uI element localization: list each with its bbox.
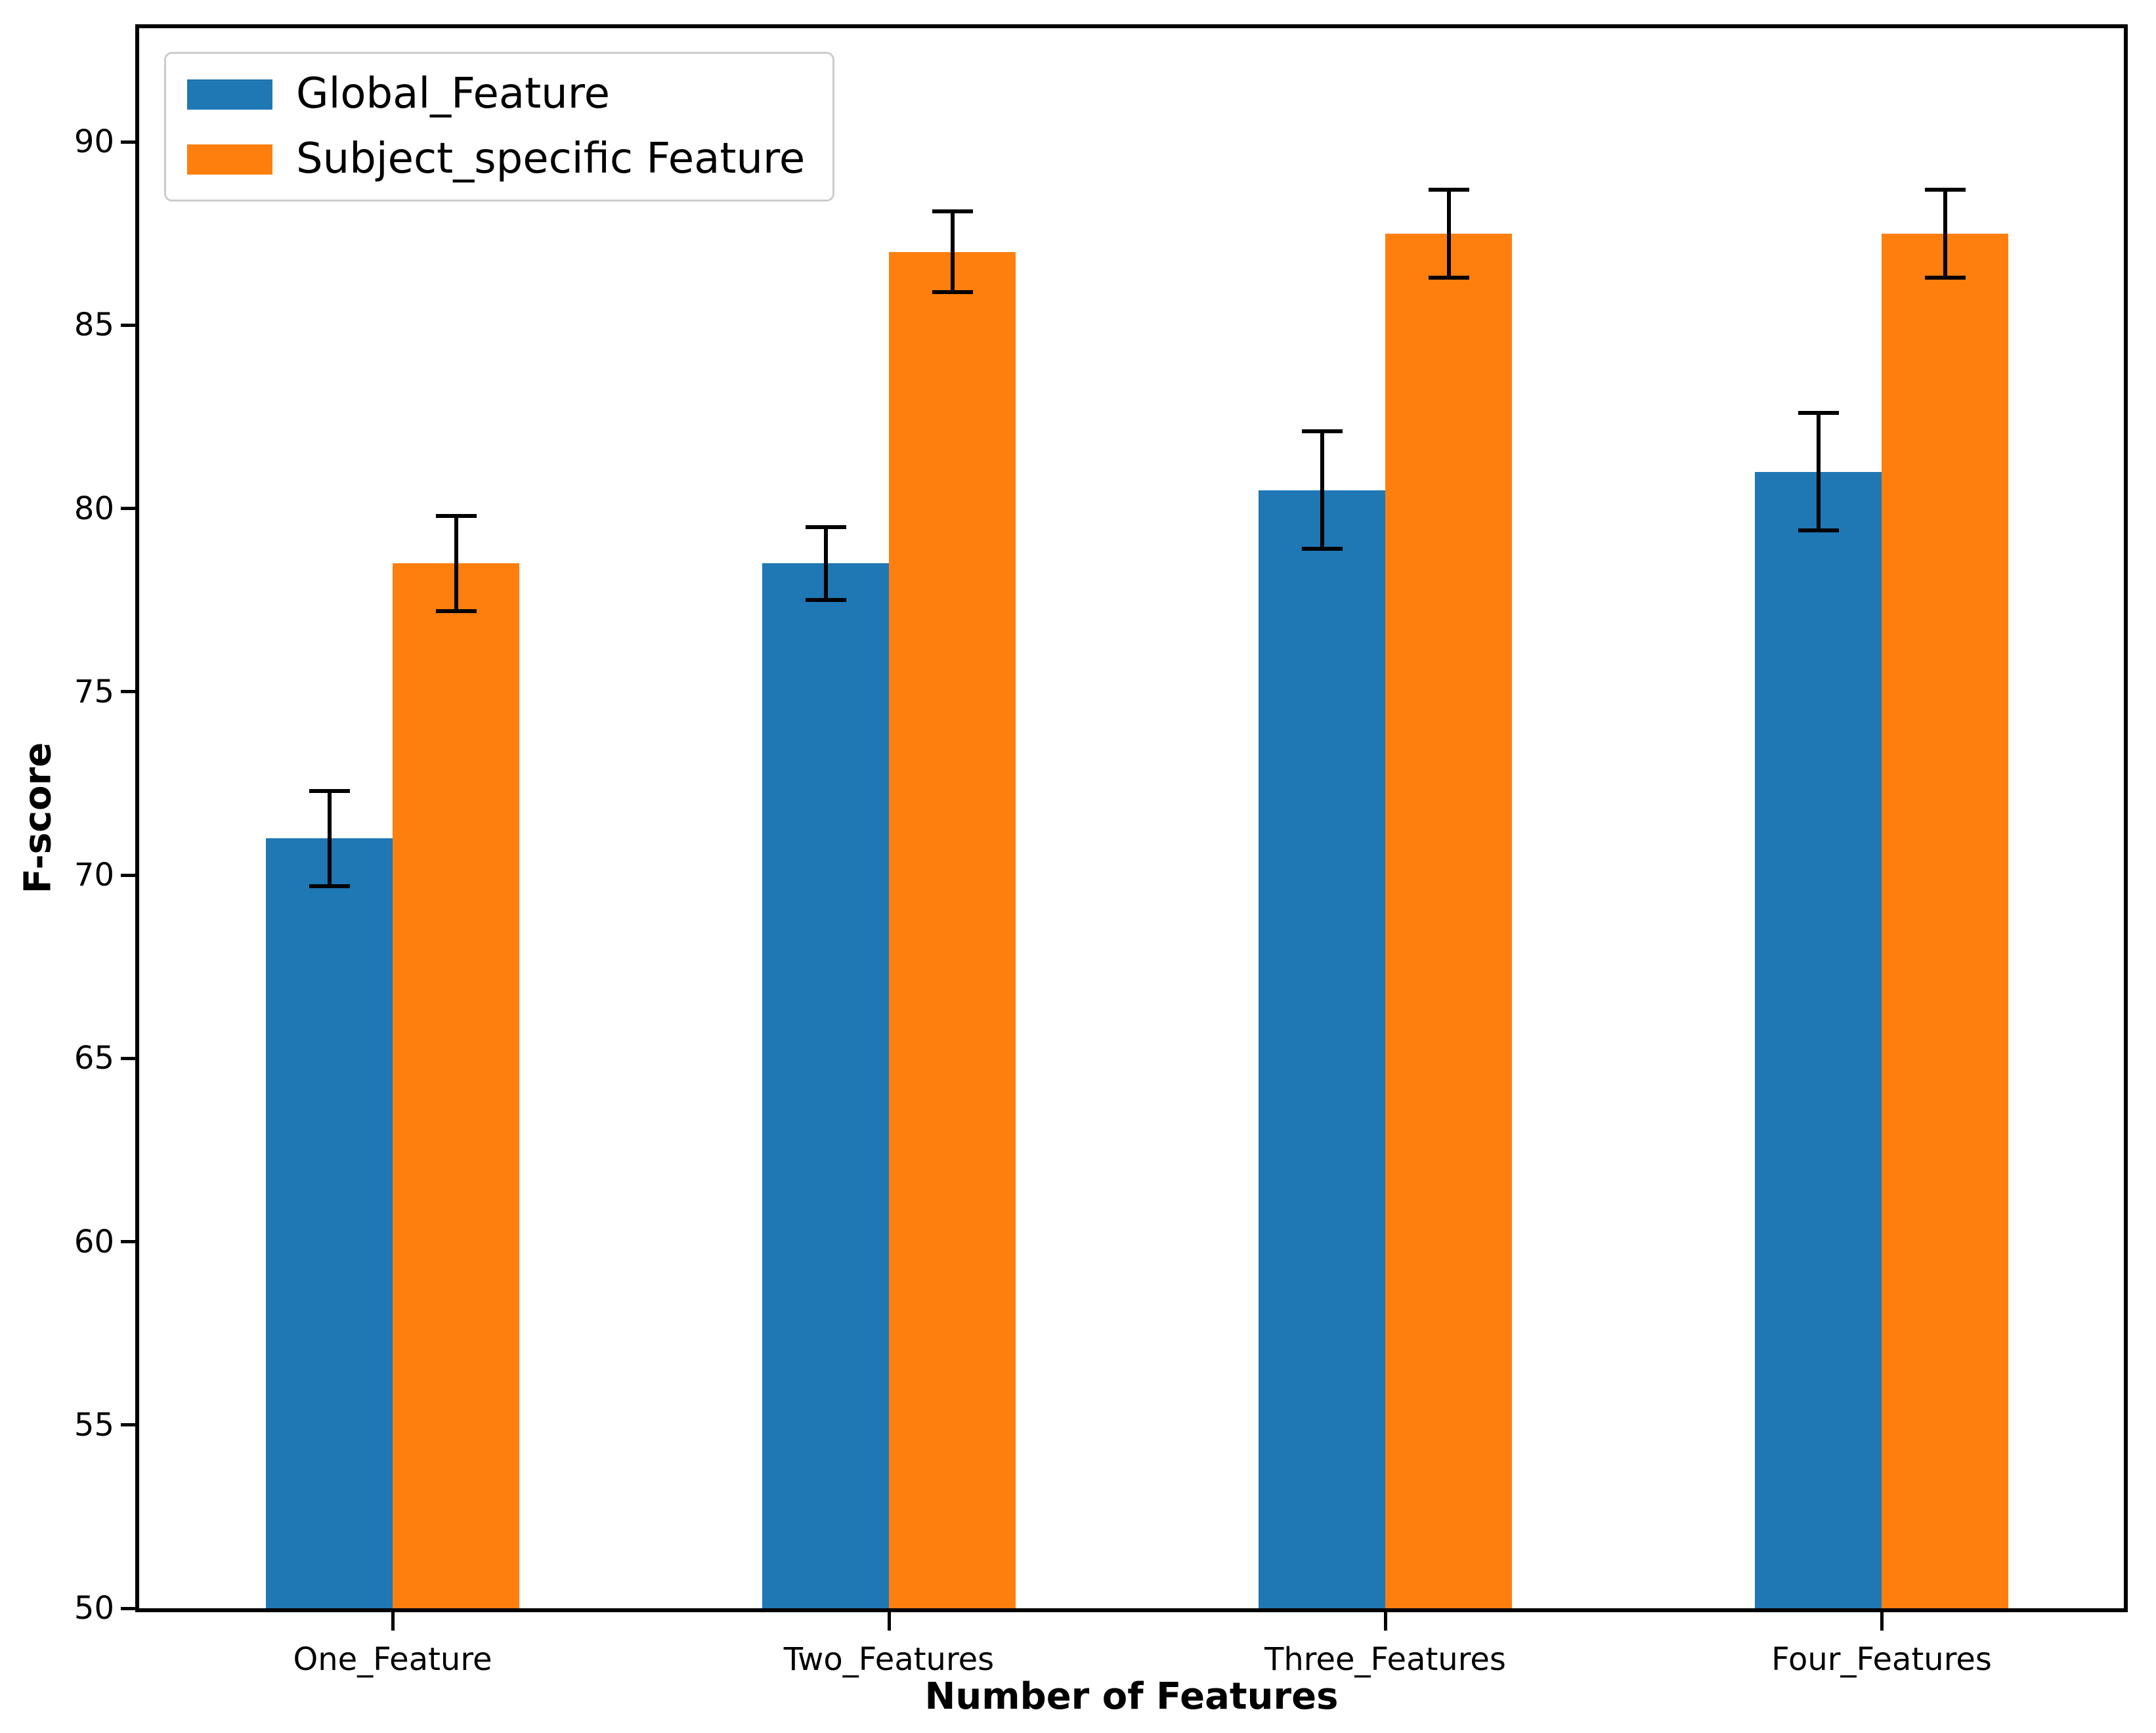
error-bar: [950, 211, 955, 293]
error-bar-cap-top: [1428, 187, 1469, 192]
legend-item-subject-specific-feature: Subject_specific Feature: [187, 137, 805, 181]
error-bar-cap-bottom: [1924, 275, 1966, 280]
error-bar-cap-bottom: [805, 598, 846, 603]
y-tick-label: 80: [74, 490, 114, 527]
error-bar-cap-top: [805, 524, 846, 529]
error-bar-cap-bottom: [1798, 528, 1839, 533]
error-bar-cap-bottom: [1428, 275, 1469, 280]
error-bar: [1446, 189, 1451, 278]
y-tick-label: 90: [74, 123, 114, 161]
error-bar-cap-bottom: [932, 290, 973, 295]
y-tick: [121, 507, 139, 511]
error-bar-cap-top: [1924, 187, 1966, 192]
error-bar: [1943, 189, 1947, 278]
error-bar-cap-top: [932, 209, 973, 214]
legend-item-global-feature: Global_Feature: [187, 72, 805, 116]
x-tick-label: One_Feature: [293, 1641, 492, 1678]
bar-subject-specific-feature-4: [1882, 233, 2008, 1608]
error-bar: [823, 526, 828, 601]
bar-global-feature-3: [1259, 490, 1385, 1608]
bar-global-feature-1: [266, 838, 393, 1608]
x-tick: [1383, 1612, 1387, 1631]
y-tick: [121, 873, 139, 877]
x-tick: [1880, 1612, 1884, 1631]
error-bar-cap-bottom: [309, 884, 350, 888]
legend-swatch-global-feature: [187, 79, 272, 110]
y-tick-label: 50: [74, 1590, 114, 1627]
y-tick: [121, 690, 139, 694]
y-tick-label: 85: [74, 307, 114, 344]
y-tick: [121, 1606, 139, 1610]
x-tick-label: Two_Features: [783, 1641, 995, 1678]
y-tick-label: 55: [74, 1406, 114, 1444]
error-bar: [1320, 431, 1324, 549]
x-tick-label: Three_Features: [1264, 1641, 1506, 1678]
error-bar-cap-top: [1301, 429, 1343, 434]
error-bar-cap-top: [309, 788, 350, 793]
x-tick: [887, 1612, 891, 1631]
bar-global-feature-2: [762, 563, 889, 1608]
error-bar: [454, 515, 458, 611]
y-tick-label: 75: [74, 673, 114, 710]
y-tick-label: 65: [74, 1040, 114, 1077]
error-bar-cap-top: [1798, 411, 1839, 416]
x-tick: [391, 1612, 395, 1631]
error-bar: [327, 790, 332, 886]
y-tick: [121, 140, 139, 144]
legend-swatch-subject-specific-feature: [187, 144, 272, 175]
y-tick: [121, 323, 139, 327]
error-bar-cap-bottom: [1301, 547, 1343, 551]
error-bar-cap-bottom: [435, 609, 477, 613]
error-bar-cap-top: [435, 513, 477, 518]
bar-subject-specific-feature-1: [393, 563, 519, 1608]
legend-label-global-feature: Global_Feature: [296, 70, 610, 118]
y-tick-label: 60: [74, 1223, 114, 1260]
legend: Global_Feature Subject_specific Feature: [164, 52, 835, 202]
y-axis-label: F-score: [16, 742, 60, 894]
y-tick: [121, 1056, 139, 1060]
error-bar: [1816, 413, 1821, 531]
bar-subject-specific-feature-2: [889, 251, 1016, 1608]
x-tick-label: Four_Features: [1771, 1641, 1992, 1678]
legend-label-subject-specific-feature: Subject_specific Feature: [296, 135, 806, 184]
bar-global-feature-4: [1755, 471, 1882, 1608]
y-tick-label: 70: [74, 857, 114, 894]
y-tick: [121, 1240, 139, 1244]
x-axis-label: Number of Features: [924, 1675, 1339, 1718]
y-tick: [121, 1423, 139, 1427]
bar-subject-specific-feature-3: [1385, 233, 1512, 1608]
